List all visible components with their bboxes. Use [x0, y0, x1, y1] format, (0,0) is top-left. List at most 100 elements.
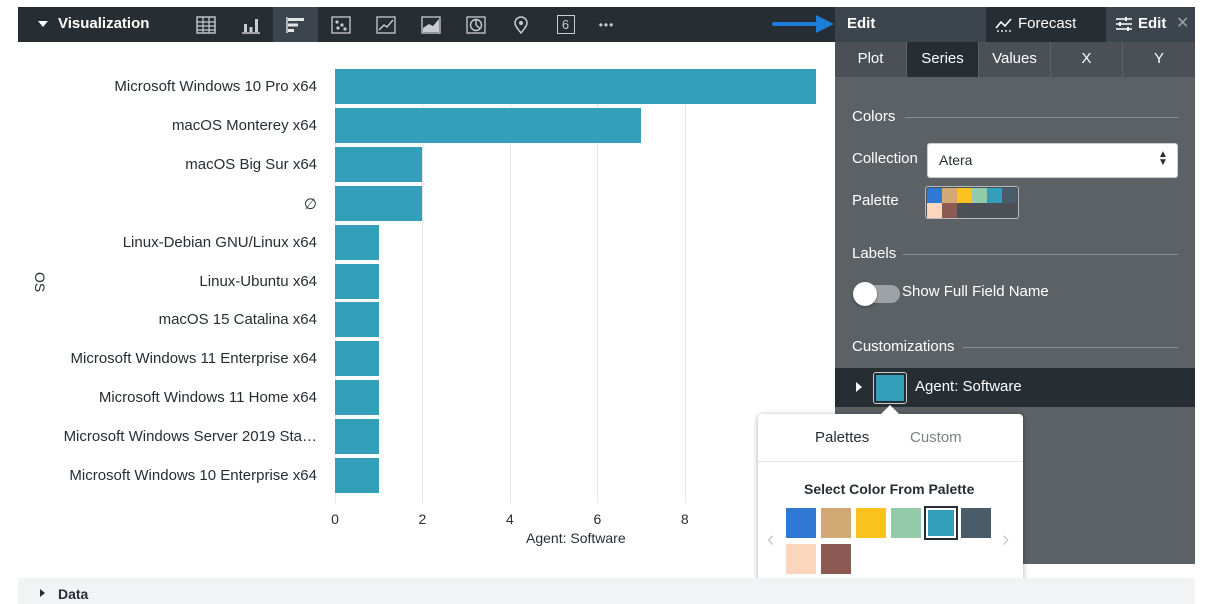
- expand-caret-icon[interactable]: [856, 382, 862, 392]
- y-tick-label: Microsoft Windows 11 Home x64: [98, 389, 317, 407]
- palette-preview-swatch: [927, 203, 942, 218]
- collection-label: Collection: [852, 150, 918, 167]
- table-icon[interactable]: [183, 7, 228, 42]
- popover-arrow: [880, 405, 900, 415]
- x-gridline: [509, 69, 511, 503]
- scatter-chart-icon[interactable]: [318, 7, 363, 42]
- visualization-title[interactable]: Visualization: [58, 15, 150, 32]
- close-icon[interactable]: ✕: [1176, 15, 1190, 32]
- bar[interactable]: [335, 341, 379, 377]
- pie-chart-icon[interactable]: [453, 7, 498, 42]
- palette-preview-swatch: [987, 188, 1002, 203]
- data-section[interactable]: [18, 578, 1195, 604]
- tab-values[interactable]: Values: [979, 42, 1051, 77]
- data-expand-caret-icon[interactable]: [40, 589, 45, 597]
- tab-series[interactable]: Series: [907, 42, 979, 77]
- popover-heading: Select Color From Palette: [804, 481, 975, 497]
- tab-x[interactable]: X: [1051, 42, 1123, 77]
- visualization-toolbar: [18, 7, 835, 42]
- customizations-divider: [963, 347, 1178, 348]
- show-full-field-name-label: Show Full Field Name: [902, 283, 1049, 300]
- map-pin-icon[interactable]: [498, 7, 543, 42]
- x-tick-label: 8: [680, 510, 689, 527]
- y-tick-label: Microsoft Windows 10 Enterprise x64: [69, 467, 317, 484]
- y-tick-label: Microsoft Windows Server 2019 Sta…: [63, 428, 317, 446]
- forecast-label[interactable]: Forecast: [1018, 15, 1077, 32]
- bar[interactable]: [335, 380, 379, 416]
- x-gridline: [422, 69, 424, 503]
- bar-chart-icon[interactable]: [273, 7, 318, 42]
- bar[interactable]: [335, 302, 379, 338]
- palette-color-swatch[interactable]: [961, 508, 991, 538]
- bar[interactable]: [335, 185, 423, 221]
- colors-divider: [905, 117, 1178, 118]
- x-tick-label: 6: [593, 510, 602, 527]
- palette-preview: [927, 188, 1019, 218]
- x-tick-label: 2: [418, 510, 427, 527]
- y-tick-label: Microsoft Windows 11 Enterprise x64: [70, 350, 317, 368]
- palette-preview-swatch: [927, 188, 942, 203]
- y-tick-label: ∅: [303, 195, 317, 213]
- palette-color-swatch[interactable]: [821, 544, 851, 574]
- bar[interactable]: [335, 419, 379, 455]
- bar-chart: 0 2 4 6 8 Microsoft Windows 10 Pro x64 macOS M…: [0, 42, 835, 578]
- forecast-icon: [995, 18, 1012, 32]
- edit-subtabs: Plot Series Values X Y: [835, 42, 1195, 77]
- more-options-icon[interactable]: •••: [598, 17, 615, 32]
- collapse-caret-icon[interactable]: [38, 21, 48, 27]
- palette-preview-swatch: [942, 188, 957, 203]
- bar[interactable]: [335, 263, 379, 299]
- area-chart-icon[interactable]: [408, 7, 453, 42]
- collection-select[interactable]: [927, 143, 1178, 178]
- toggle-knob: [853, 282, 877, 306]
- series-color-swatch[interactable]: [873, 372, 907, 404]
- palette-color-swatch[interactable]: [891, 508, 921, 538]
- edit-label: Edit: [847, 15, 876, 32]
- bar[interactable]: [335, 69, 816, 104]
- popover-divider: [758, 461, 1023, 462]
- palette-swatch-grid: [786, 506, 996, 578]
- y-tick-label: Linux-Debian GNU/Linux x64: [122, 233, 317, 251]
- y-axis-label: OS: [32, 272, 48, 293]
- tab-y[interactable]: Y: [1153, 50, 1164, 67]
- palette-preview-swatch: [1002, 188, 1017, 203]
- palette-label: Palette: [852, 192, 899, 209]
- y-tick-label: Linux-Ubuntu x64: [199, 272, 317, 290]
- palette-color-swatch[interactable]: [856, 508, 886, 538]
- palette-preview-swatch: [957, 188, 972, 203]
- select-arrows-icon: ▲ ▼: [1158, 149, 1168, 168]
- collection-select-value: Atera: [939, 152, 973, 168]
- palette-preview-swatch: [942, 203, 957, 218]
- x-tick-label: 4: [506, 510, 514, 527]
- tab-custom[interactable]: Custom: [910, 429, 962, 446]
- prev-page-icon[interactable]: ‹: [767, 526, 775, 551]
- data-section-label[interactable]: Data: [58, 586, 89, 602]
- pointer-arrow-icon: [772, 15, 834, 33]
- bar[interactable]: [335, 146, 423, 182]
- x-axis-label: Agent: Software: [526, 530, 626, 546]
- bar[interactable]: [335, 107, 642, 143]
- palette-color-swatch[interactable]: [924, 506, 958, 540]
- labels-section-title: Labels: [852, 245, 897, 262]
- bar[interactable]: [335, 224, 379, 260]
- palette-color-swatch[interactable]: [786, 508, 816, 538]
- column-chart-icon[interactable]: [228, 7, 273, 42]
- series-color-fill: [876, 375, 904, 401]
- labels-divider: [903, 254, 1178, 255]
- palette-color-swatch[interactable]: [786, 544, 816, 574]
- y-tick-label: Microsoft Windows 10 Pro x64: [114, 78, 317, 95]
- series-name: Agent: Software: [915, 378, 1022, 395]
- tab-plot[interactable]: Plot: [835, 42, 907, 77]
- y-tick-label: macOS Monterey x64: [171, 116, 317, 134]
- colors-section-title: Colors: [852, 108, 896, 125]
- palette-color-swatch[interactable]: [821, 508, 851, 538]
- line-chart-icon[interactable]: [363, 7, 408, 42]
- y-tick-label: macOS Big Sur x64: [185, 155, 317, 173]
- next-page-icon[interactable]: ›: [1002, 526, 1010, 551]
- bar[interactable]: [335, 458, 379, 493]
- single-value-icon[interactable]: 6: [543, 7, 588, 42]
- edit-tab[interactable]: Edit: [1138, 15, 1167, 32]
- y-tick-label: macOS 15 Catalina x64: [158, 311, 317, 329]
- settings-sliders-icon: [1116, 17, 1132, 31]
- tab-palettes[interactable]: Palettes: [815, 429, 870, 446]
